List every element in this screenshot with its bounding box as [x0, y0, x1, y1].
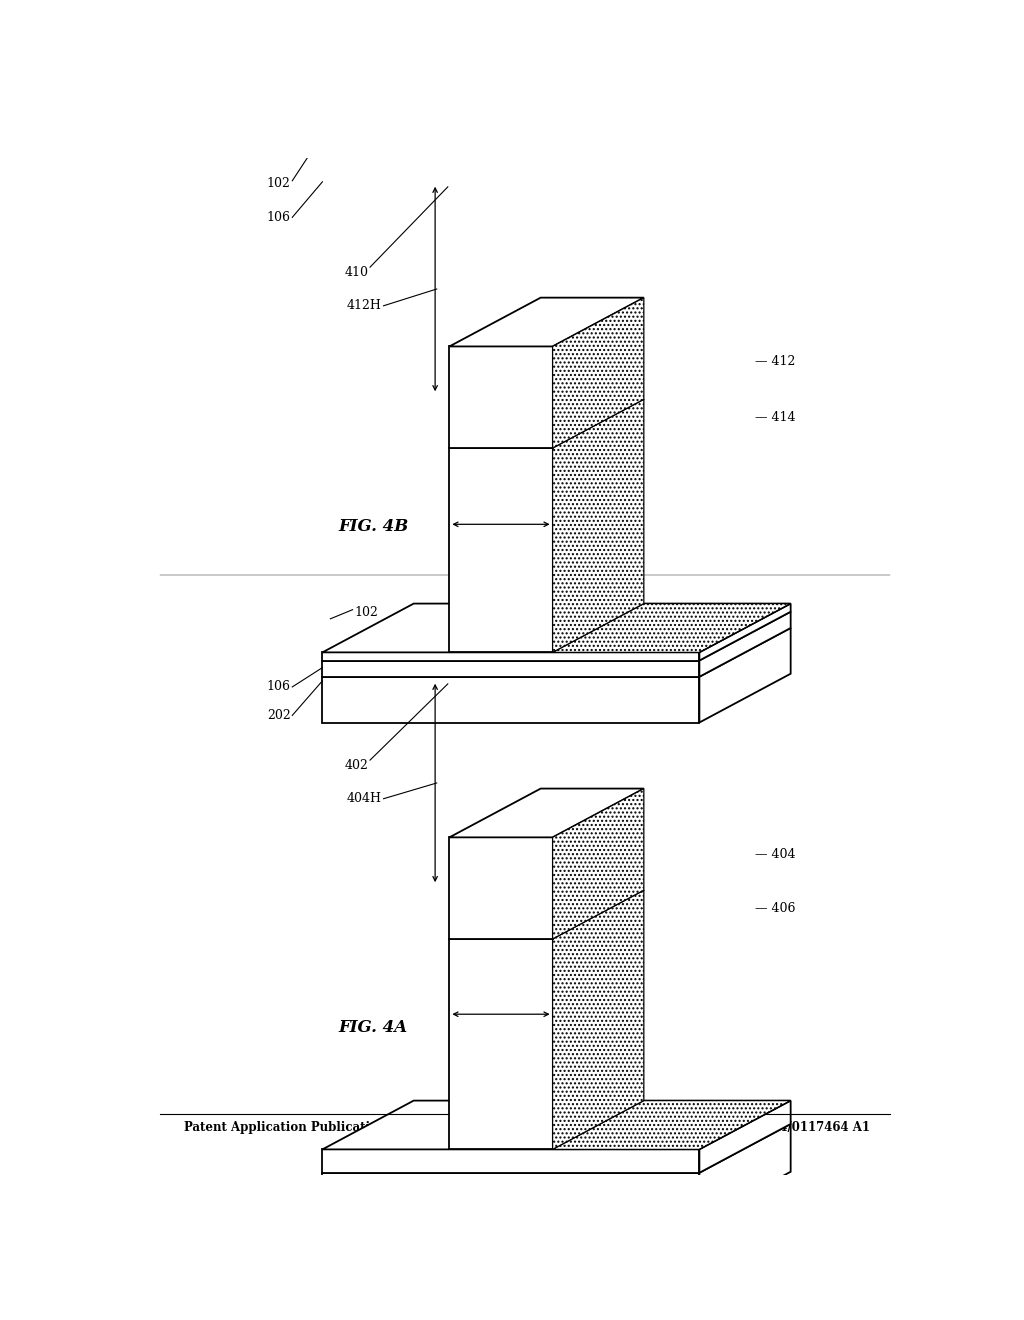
Polygon shape	[699, 628, 791, 722]
Text: 404L: 404L	[560, 1026, 593, 1039]
Polygon shape	[699, 1123, 791, 1221]
Polygon shape	[323, 1172, 699, 1221]
Text: FIG. 4B: FIG. 4B	[338, 517, 409, 535]
Polygon shape	[323, 1150, 699, 1172]
Polygon shape	[450, 837, 553, 939]
Text: — 414: — 414	[755, 411, 796, 424]
Polygon shape	[323, 1101, 791, 1150]
Polygon shape	[553, 1101, 791, 1150]
Polygon shape	[323, 603, 791, 652]
Polygon shape	[699, 611, 791, 677]
Text: US 2014/0117464 A1: US 2014/0117464 A1	[732, 1121, 870, 1134]
Text: FIG. 4A: FIG. 4A	[338, 1019, 408, 1036]
Polygon shape	[699, 1101, 791, 1172]
Text: 404H: 404H	[347, 792, 382, 805]
Text: 102: 102	[354, 606, 378, 619]
Polygon shape	[699, 603, 791, 660]
Polygon shape	[450, 346, 553, 447]
Text: 102: 102	[267, 177, 291, 190]
Polygon shape	[450, 297, 644, 346]
Polygon shape	[553, 890, 644, 1150]
Polygon shape	[450, 939, 553, 1150]
Text: — 404: — 404	[755, 849, 796, 861]
Text: 402: 402	[345, 759, 369, 772]
Polygon shape	[553, 603, 791, 652]
Polygon shape	[450, 447, 553, 652]
Polygon shape	[450, 788, 644, 837]
Polygon shape	[553, 399, 644, 652]
Polygon shape	[323, 677, 699, 722]
Text: — 412: — 412	[755, 355, 796, 368]
Polygon shape	[450, 890, 644, 939]
Polygon shape	[323, 611, 791, 660]
Polygon shape	[699, 603, 791, 652]
Text: — 406: — 406	[755, 902, 796, 915]
Polygon shape	[450, 399, 644, 447]
Text: Patent Application Publication: Patent Application Publication	[183, 1121, 386, 1134]
Text: 412H: 412H	[347, 300, 382, 313]
Text: 106: 106	[266, 211, 291, 224]
Text: 410: 410	[344, 265, 369, 279]
Text: 412L: 412L	[560, 535, 593, 546]
Polygon shape	[553, 297, 644, 447]
Polygon shape	[323, 628, 791, 677]
Polygon shape	[553, 788, 644, 939]
Polygon shape	[323, 660, 699, 677]
Polygon shape	[323, 1123, 791, 1172]
Text: 106: 106	[266, 680, 291, 693]
Polygon shape	[699, 1101, 791, 1150]
Text: May 1, 2014   Sheet 4 of 15: May 1, 2014 Sheet 4 of 15	[399, 1121, 580, 1134]
Polygon shape	[323, 652, 699, 660]
Text: 202: 202	[267, 709, 291, 722]
